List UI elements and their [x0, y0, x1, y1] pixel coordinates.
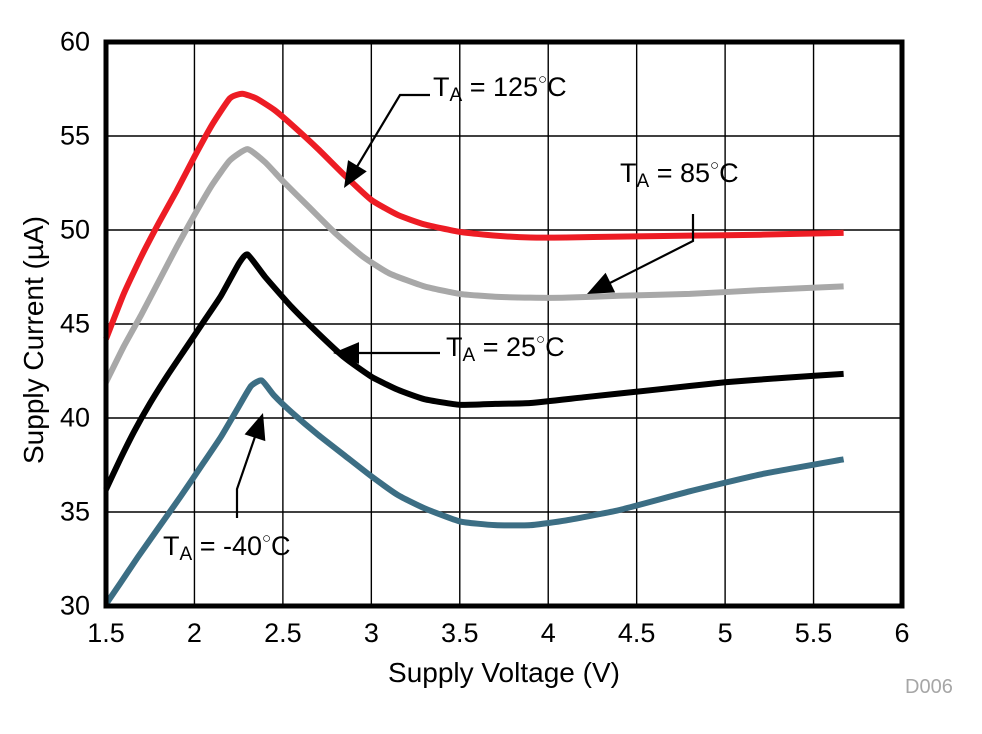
x-tick-label: 4.5 [617, 618, 656, 648]
y-tick-label: 55 [59, 120, 90, 151]
leader-arrowhead [344, 160, 367, 188]
gridlines [106, 42, 902, 606]
annotation-25c: TA = 25○C [446, 331, 565, 366]
x-tick-label: 4 [540, 618, 556, 648]
leader-arrowhead [587, 272, 616, 294]
x-tick-label: 3 [363, 618, 379, 648]
series-line-3 [103, 377, 845, 606]
x-tick-label: 2 [186, 618, 202, 648]
annotation-125c: TA = 125○C [433, 71, 567, 106]
series-line-2 [103, 251, 844, 491]
annotation-85c: TA = 85○C [620, 157, 739, 192]
series-line-0 [103, 90, 844, 341]
leader-line [351, 93, 430, 176]
y-tick-label: 60 [59, 26, 90, 57]
annotation-leaders [235, 93, 695, 518]
leader-line [235, 427, 260, 518]
x-tick-label: 3.5 [440, 618, 479, 648]
x-tick-label: 5.5 [794, 618, 833, 648]
x-tick-label: 2.5 [264, 618, 302, 648]
y-tick-label: 40 [59, 402, 90, 433]
y-tick-label: 50 [59, 214, 90, 245]
x-tick-label: 5 [717, 618, 733, 648]
data-series-group [103, 90, 845, 606]
series-line-1 [103, 146, 844, 384]
y-tick-label: 45 [59, 308, 90, 339]
leader-arrowhead [244, 413, 266, 442]
x-axis-title: Supply Voltage (V) [388, 657, 620, 688]
figure-id-label: D006 [905, 676, 953, 698]
plot-frame [103, 39, 905, 609]
annotation-40c: TA = -40○C [163, 530, 291, 565]
x-tick-label: 1.5 [87, 618, 125, 648]
x-tick-label: 6 [894, 618, 910, 648]
leader-arrowhead [333, 342, 359, 364]
y-tick-label: 35 [59, 496, 90, 527]
y-axis-title: Supply Current (µA) [18, 216, 49, 464]
leader-line [599, 214, 695, 289]
y-tick-label: 30 [59, 590, 90, 621]
